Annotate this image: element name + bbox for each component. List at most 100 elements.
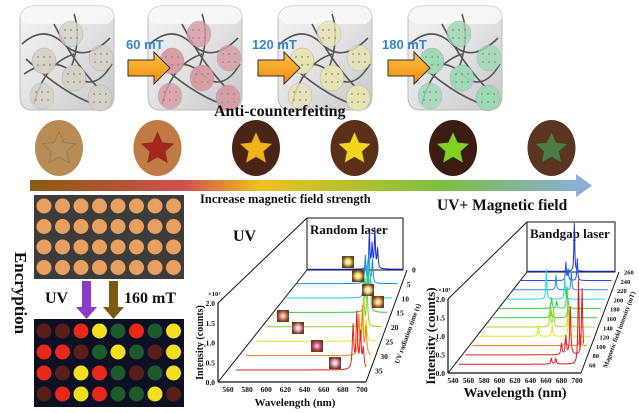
x-tick-label: 580 [242,385,254,394]
magnetic-particle [186,20,212,48]
particle-dot [352,53,354,55]
particle-dot [192,29,194,31]
particle-dot [331,81,333,83]
spectrum-trace-160 [493,299,598,319]
x-tick-label: 600 [494,376,506,385]
pellet-before [92,239,107,255]
pellet-before [110,260,126,275]
depth-tick-label: 35 [375,366,383,375]
pellet-star [41,130,77,164]
pellet-before [92,198,107,214]
x-tick-label: 660 [540,376,552,385]
particle-dot [99,93,101,95]
uv-arrow [76,281,97,319]
pellet-before [110,219,126,234]
particle-dot [435,99,437,101]
pellet-before [36,239,52,255]
particle-dot [169,91,171,93]
particle-dot [175,99,177,101]
composite-cube [19,5,115,112]
particle-dot [358,61,360,63]
cube-top-face [20,6,114,24]
particle-dot [493,101,495,103]
magnetic-particle [476,44,502,72]
field-strength-gradient-bar [30,180,578,191]
pellet-after-yellow [147,386,163,402]
particle-dot [171,56,173,58]
depth-edge-bottom [217,269,308,383]
pellet-before [129,239,144,255]
particle-dot [325,73,327,75]
y-tick-label: 0.0 [206,378,216,387]
y-multiplier: ×10³ [438,287,450,294]
particle-dot [435,91,437,93]
pellet-star [337,130,372,164]
particle-dot [73,81,75,83]
particle-dot [207,81,209,83]
particle-dot [228,53,230,55]
spectrum-trace-200 [506,269,605,300]
particle-dot [481,93,483,95]
pellet-after-yellow [166,365,181,381]
particle-dot [337,73,339,75]
particle-dot [204,37,206,39]
particle-dot [195,73,197,75]
particle-dot [307,56,309,58]
particle-dot [228,61,230,63]
particle-dot [458,29,460,31]
particle-dot [328,37,330,39]
particle-dot [47,91,49,93]
particle-dot [429,99,431,101]
magnetic-particle [31,47,57,75]
magnetic-particle [345,84,371,112]
pellet-before [147,198,163,214]
pellet-before [55,219,70,234]
particle-dot [64,37,66,39]
pellet-before [36,260,52,275]
field-step-label-60: 60 mT [126,37,164,52]
depth-tick-label: 100 [596,344,606,351]
particle-dot [227,101,229,103]
particle-dot [352,61,354,63]
particle-dot [487,101,489,103]
depth-edge-top [447,221,528,300]
pellet-after-red [55,386,70,402]
depth-tick-label: 80 [593,353,600,360]
particle-dot [163,99,165,101]
x-tick-label: 640 [525,376,537,385]
particle-dot [198,29,200,31]
cube-top-face [278,6,372,24]
depth-edge-top [217,217,308,304]
pellet-after-red [92,365,107,381]
magnetic-particle [157,82,183,110]
x-tick-label: 680 [337,385,349,394]
particle-dot [322,37,324,39]
spectrum-trace-100 [472,334,587,347]
particle-dot [227,93,229,95]
emission-photo-inset [362,284,374,296]
particle-dot [423,91,425,93]
particle-dot [301,64,303,66]
particle-dot [305,91,307,93]
depth-tick-label: 160 [607,316,617,323]
depth-tick-label: 220 [617,288,627,295]
field-step-arrow [127,50,171,86]
pellet-after-yellow [110,344,126,360]
pellet-after-green [147,323,163,339]
back-plane [306,217,404,271]
particle-dot [452,37,454,39]
magnetic-particle [475,84,501,112]
particle-dot [93,101,95,103]
particle-dot [94,53,96,55]
pellet-after-brown [55,323,70,339]
particle-dot [41,91,43,93]
y-axis-label: Intensity (counts) [423,287,438,384]
y-tick-label: 2.0 [206,299,216,308]
particle-dot [494,61,496,63]
particle-dot [437,56,439,58]
field-strength-arrowhead [576,174,592,197]
y-tick-label: 1.5 [206,319,216,328]
depth-axis [365,269,408,383]
